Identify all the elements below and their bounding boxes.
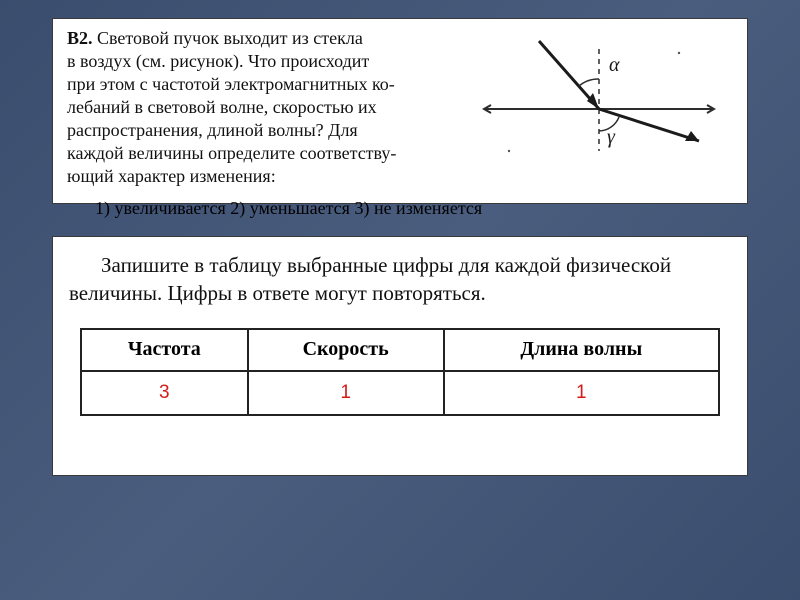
problem-card: В2. Световой пучок выходит из стекла в в… — [52, 18, 748, 204]
problem-text: В2. Световой пучок выходит из стекла в в… — [67, 27, 447, 188]
problem-line-6: ющий характер изменения: — [67, 166, 276, 186]
col-header-speed: Скорость — [248, 329, 444, 371]
answer-options: 1) увеличивается 2) уменьшается 3) не из… — [95, 198, 733, 219]
answer-table: Частота Скорость Длина волны 3 1 1 — [80, 328, 720, 416]
answer-frequency: 3 — [81, 371, 248, 415]
problem-line-0: Световой пучок выходит из стекла — [97, 28, 363, 48]
refraction-diagram: α γ — [469, 31, 729, 161]
gamma-label: γ — [607, 126, 616, 148]
problem-line-1: в воздух (см. рисунок). Что происходит — [67, 51, 369, 71]
answer-wavelength: 1 — [444, 371, 719, 415]
alpha-label: α — [609, 54, 620, 76]
problem-line-2: при этом с частотой электромагнитных ко- — [67, 74, 395, 94]
answer-speed: 1 — [248, 371, 444, 415]
table-header-row: Частота Скорость Длина волны — [81, 329, 719, 371]
instructions-text: Запишите в таблицу выбранные цифры для к… — [69, 251, 731, 308]
answer-card: Запишите в таблицу выбранные цифры для к… — [52, 236, 748, 476]
table-answer-row: 3 1 1 — [81, 371, 719, 415]
problem-line-5: каждой величины определите соответству- — [67, 143, 396, 163]
problem-line-3: лебаний в световой волне, скоростью их — [67, 97, 377, 117]
problem-label: В2. — [67, 28, 93, 48]
col-header-frequency: Частота — [81, 329, 248, 371]
col-header-wavelength: Длина волны — [444, 329, 719, 371]
problem-line-4: распространения, длиной волны? Для — [67, 120, 358, 140]
